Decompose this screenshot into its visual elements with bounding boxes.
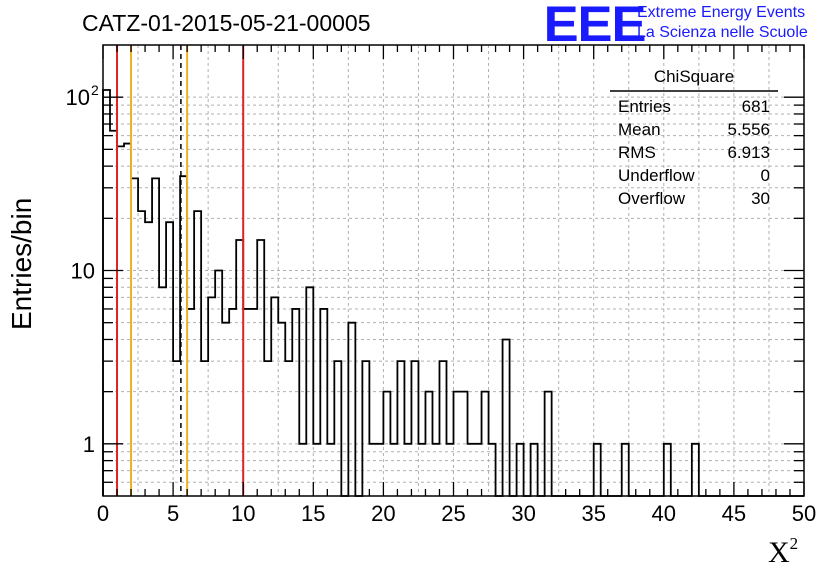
stats-label: RMS (618, 143, 656, 162)
stats-label: Mean (618, 120, 661, 139)
stats-label: Entries (618, 97, 671, 116)
x-tick-label: 40 (652, 501, 676, 526)
stats-row-mean: Mean 5.556 (610, 118, 778, 141)
stats-label: Underflow (618, 166, 695, 185)
x-axis-label-base: X (768, 536, 790, 569)
chart-title: CATZ-01-2015-05-21-00005 (82, 10, 371, 36)
x-axis-label: X2 (768, 534, 799, 570)
logo-line-2: La Scienza nelle Scuole (637, 24, 808, 41)
x-tick-label: 30 (511, 501, 535, 526)
x-tick-label: 5 (167, 501, 179, 526)
x-tick-label: 10 (231, 501, 255, 526)
stats-row-rms: RMS 6.913 (610, 141, 778, 164)
x-tick-labels: 0 5 10 15 20 25 30 35 40 45 50 (97, 501, 816, 526)
stats-value: 681 (741, 97, 770, 116)
grid (103, 45, 804, 496)
x-tick-label: 20 (371, 501, 395, 526)
stats-title: ChiSquare (653, 67, 735, 86)
stats-value: 0 (760, 166, 770, 185)
stats-label: Overflow (618, 189, 686, 208)
logo-line-1: Extreme Energy Events (637, 4, 806, 21)
stats-value: 30 (751, 189, 770, 208)
stats-divider (610, 90, 778, 92)
stats-row-entries: Entries 681 (610, 95, 778, 118)
x-tick-label: 0 (97, 501, 109, 526)
y-tick-label: 10 (71, 259, 95, 284)
x-axis-label-sup: 2 (789, 534, 799, 553)
x-tick-label: 35 (581, 501, 605, 526)
y-tick-label-sup: 2 (91, 82, 99, 98)
y-tick-label: 10 (66, 85, 90, 110)
stats-box: ChiSquare Entries 681 Mean 5.556 RMS 6.9… (610, 67, 778, 210)
x-tick-label: 50 (792, 501, 816, 526)
stats-value: 6.913 (727, 143, 770, 162)
y-axis-label: Entries/bin (6, 197, 37, 330)
x-tick-label: 15 (301, 501, 325, 526)
eee-logo-mark: EEE (543, 0, 647, 52)
x-tick-label: 25 (441, 501, 465, 526)
y-tick-label: 1 (83, 432, 95, 457)
x-tick-label: 45 (722, 501, 746, 526)
axis-ticks (102, 45, 805, 496)
stats-row-underflow: Underflow 0 (610, 164, 778, 187)
stats-value: 5.556 (727, 120, 770, 139)
stats-row-overflow: Overflow 30 (610, 187, 778, 210)
